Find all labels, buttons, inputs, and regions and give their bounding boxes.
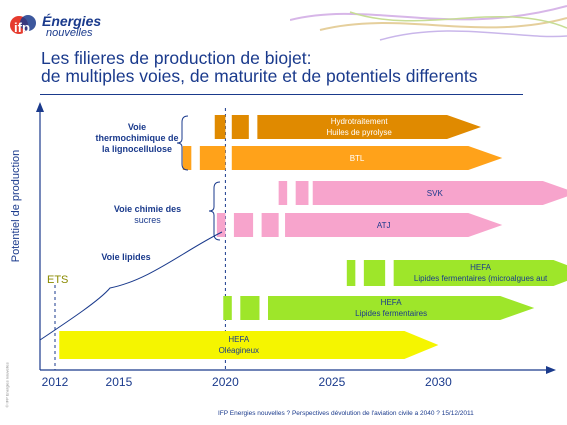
- bar-segment: [278, 181, 288, 205]
- bar-segment: [216, 213, 226, 237]
- svg-text:ifp: ifp: [14, 20, 30, 35]
- bar-segment: [268, 296, 535, 320]
- bar-segment: [231, 115, 249, 139]
- bar-label: HEFA: [470, 263, 492, 272]
- bar-label: HEFA: [228, 335, 250, 344]
- bar-label: Hydrotraitement: [331, 117, 389, 126]
- bar-segment: [295, 181, 309, 205]
- ifp-logo: ifp: [8, 10, 42, 40]
- bar-segment: [393, 260, 567, 286]
- bar-label: Lipides fermentaires (microalgues aut: [414, 274, 548, 283]
- bar-label: Oléagineux: [219, 346, 259, 355]
- brace-thermochimique: [176, 115, 189, 171]
- group-label-sucres-title: Voie chimie des: [113, 204, 182, 214]
- page-title-line2: de multiples voies, de maturite et de po…: [41, 66, 478, 86]
- title-underline: [40, 94, 523, 95]
- group-label-sucres-sub: sucres: [134, 215, 161, 225]
- y-axis-arrow: [36, 102, 44, 112]
- bar-segment: [285, 213, 503, 237]
- bar-segment: [199, 146, 226, 170]
- ifp-logo-mark: ifp: [10, 15, 36, 35]
- page-title-line1: Les filieres de production de biojet:: [41, 48, 312, 68]
- bar-label: Lipides fermentaires: [355, 309, 427, 318]
- x-axis-arrow: [546, 366, 556, 374]
- x-tick-label: 2025: [319, 375, 346, 389]
- logo-line1: Énergies: [42, 13, 102, 29]
- bar-segment: [363, 260, 386, 286]
- bar-label: Huiles de pyrolyse: [326, 128, 392, 137]
- bar-segment: [59, 331, 439, 359]
- x-tick-label: 2030: [425, 375, 452, 389]
- group-label-sucres: Voie chimie des sucres: [100, 204, 195, 226]
- bar-segment: [223, 296, 232, 320]
- group-label-lipides: Voie lipides: [101, 252, 151, 262]
- logo-line2: nouvelles: [46, 27, 93, 39]
- x-tick-label: 2012: [42, 375, 69, 389]
- bar-segment: [231, 146, 503, 170]
- bar-segment: [240, 296, 260, 320]
- bar-label: SVK: [427, 189, 444, 198]
- ets-marker-label: ETS: [47, 274, 69, 286]
- bar-segment: [312, 181, 567, 205]
- bar-label: HEFA: [381, 298, 403, 307]
- bar-segment: [182, 146, 192, 170]
- bar-segment: [261, 213, 279, 237]
- bar-segment: [346, 260, 356, 286]
- brace-sucres: [208, 181, 221, 241]
- lipides-curve: [39, 231, 223, 341]
- footer-source: IFP Energies nouvelles ? Perspectives dé…: [218, 410, 474, 417]
- x-tick-label: 2015: [106, 375, 133, 389]
- bar-segment: [214, 115, 226, 139]
- bar-label: ATJ: [377, 221, 391, 230]
- bar-label: BTL: [350, 154, 365, 163]
- group-label-thermochimique: Voie thermochimique de la lignocellulose: [95, 122, 179, 154]
- decorative-swirl: [290, 5, 567, 41]
- x-tick-label: 2020: [212, 375, 239, 389]
- bar-segment: [257, 115, 481, 139]
- bar-segment: [233, 213, 254, 237]
